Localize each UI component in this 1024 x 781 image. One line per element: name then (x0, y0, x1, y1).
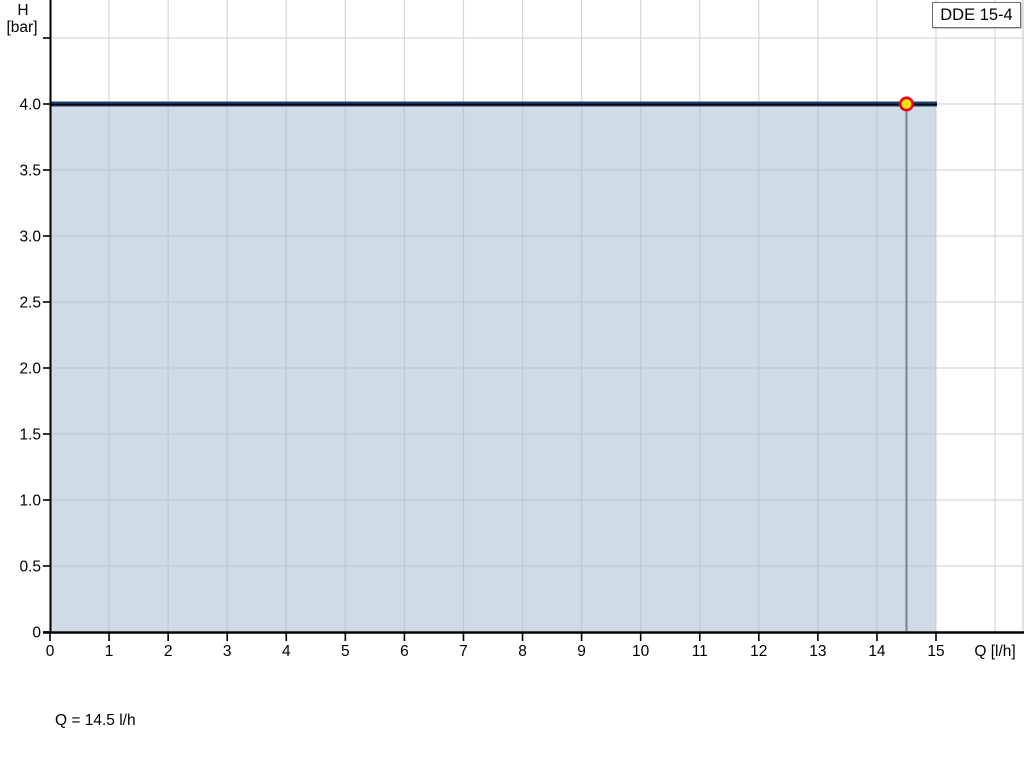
y-tick-label: 1.0 (19, 493, 41, 510)
x-tick-label: 8 (518, 643, 527, 660)
y-axis-title-unit-symbol: H (17, 2, 28, 19)
x-tick-label: 0 (46, 643, 55, 660)
x-tick-label: 3 (223, 643, 232, 660)
x-tick-label: 6 (400, 643, 409, 660)
x-tick-label: 4 (282, 643, 291, 660)
pump-model-label: DDE 15-4 (940, 5, 1013, 24)
duty-conditions-text: Q = 14.5 l/h H = 4 bar Pumped liquid = W… (55, 663, 357, 781)
y-tick-label: 2.0 (19, 361, 41, 378)
y-tick-label: 0.5 (19, 559, 41, 576)
y-axis-title-unit: [bar] (6, 19, 37, 36)
x-tick-label: 11 (692, 643, 708, 660)
y-tick-label: 1.5 (19, 427, 41, 444)
pump-model-badge: DDE 15-4 (932, 2, 1021, 28)
y-tick-label: 3.0 (19, 229, 41, 246)
pump-curve-plot: 00.51.01.52.02.53.03.54.00 1 2 3 4 5 6 7 8 9 10 11 1… (6, 0, 1024, 660)
duty-point-marker[interactable] (898, 96, 914, 112)
x-tick-label: 14 (868, 643, 886, 660)
x-tick-label: 9 (577, 643, 586, 660)
x-tick-label: 10 (632, 643, 650, 660)
x-tick-label: 2 (164, 643, 173, 660)
x-axis-title: Q [l/h] (974, 643, 1015, 660)
operating-area (51, 104, 937, 631)
y-tick-label: 3.5 (19, 163, 41, 180)
y-tick-label: 0 (32, 625, 41, 642)
x-tick-label: 5 (341, 643, 350, 660)
x-tick-label: 13 (809, 643, 826, 660)
x-tick-label: 1 (105, 643, 114, 660)
y-tick-label: 4.0 (19, 97, 41, 114)
x-tick-label: 7 (459, 643, 468, 660)
x-tick-label: 12 (750, 643, 767, 660)
x-tick-label: 15 (927, 643, 944, 660)
duty-flow-line: Q = 14.5 l/h (55, 712, 136, 730)
y-tick-label: 2.5 (19, 295, 41, 312)
